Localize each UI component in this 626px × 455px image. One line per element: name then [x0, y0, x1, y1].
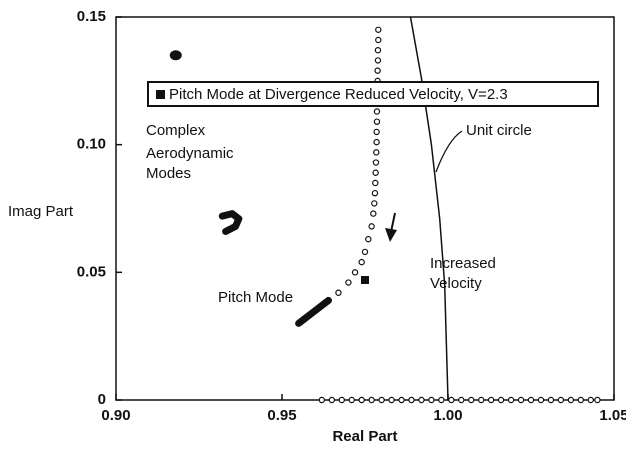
leader-line [435, 130, 463, 173]
y-tick-label: 0 [98, 391, 106, 408]
marker [361, 275, 369, 284]
marker [374, 46, 382, 54]
marker [372, 159, 380, 166]
marker [373, 118, 381, 125]
annotation: Velocity [430, 275, 482, 292]
marker [537, 396, 545, 404]
marker [428, 396, 435, 404]
marker [373, 138, 380, 146]
marker [169, 50, 182, 61]
plot-frame [115, 16, 615, 401]
marker [373, 108, 381, 115]
x-tick-label: 0.90 [101, 407, 130, 424]
x-axis-label: Real Part [332, 428, 397, 445]
annotation: Pitch Mode [218, 289, 293, 306]
marker [487, 396, 495, 404]
annotation: Modes [146, 165, 191, 182]
marker [368, 223, 375, 230]
marker [594, 396, 601, 404]
marker [372, 179, 379, 187]
arrow-shaft [390, 212, 396, 233]
marker [345, 279, 352, 286]
marker [374, 57, 382, 64]
marker [365, 235, 372, 243]
marker [361, 248, 369, 256]
marker [358, 258, 365, 266]
marker [328, 396, 335, 404]
x-tick-label: 0.95 [267, 407, 296, 424]
marker [497, 396, 505, 404]
marker [527, 396, 535, 404]
marker [338, 396, 345, 404]
y-tick-label: 0.10 [77, 136, 106, 153]
marker [374, 67, 381, 74]
marker [517, 396, 525, 404]
marker [368, 396, 375, 404]
marker [418, 396, 425, 404]
marker [378, 396, 385, 404]
marker [398, 396, 405, 404]
marker [375, 36, 382, 44]
marker [370, 210, 377, 217]
marker [351, 269, 359, 276]
legend-box [147, 81, 599, 107]
marker [371, 189, 379, 197]
marker [587, 396, 594, 404]
curve [295, 296, 332, 327]
marker [388, 396, 395, 404]
y-axis-label: Imag Part [8, 203, 74, 220]
x-tick-label: 1.00 [433, 407, 462, 424]
marker [375, 26, 382, 33]
annotation: Unit circle [466, 122, 532, 139]
y-tick-label: 0.05 [77, 263, 106, 280]
annotation: Complex [146, 122, 206, 139]
marker [408, 396, 415, 404]
marker [458, 396, 465, 404]
curve [218, 210, 243, 235]
marker [567, 396, 575, 404]
marker [348, 396, 355, 404]
marker [547, 396, 555, 404]
annotation: Aerodynamic [146, 145, 234, 162]
marker [335, 289, 342, 296]
marker [371, 200, 378, 207]
marker [557, 396, 565, 404]
marker [507, 396, 515, 404]
marker [372, 169, 379, 176]
marker [577, 396, 585, 404]
marker [468, 396, 475, 404]
marker [448, 396, 455, 404]
curve [409, 16, 449, 401]
marker [478, 396, 485, 404]
legend-marker [156, 90, 165, 99]
legend-label: Pitch Mode at Divergence Reduced Velocit… [169, 86, 508, 103]
marker [358, 396, 365, 404]
marker [373, 149, 380, 156]
marker [318, 396, 326, 404]
x-tick-label: 1.05 [599, 407, 626, 424]
annotation: Increased [430, 255, 496, 272]
y-tick-label: 0.15 [77, 8, 106, 25]
marker [438, 396, 445, 404]
arrow-head [385, 228, 397, 242]
marker [373, 128, 380, 136]
